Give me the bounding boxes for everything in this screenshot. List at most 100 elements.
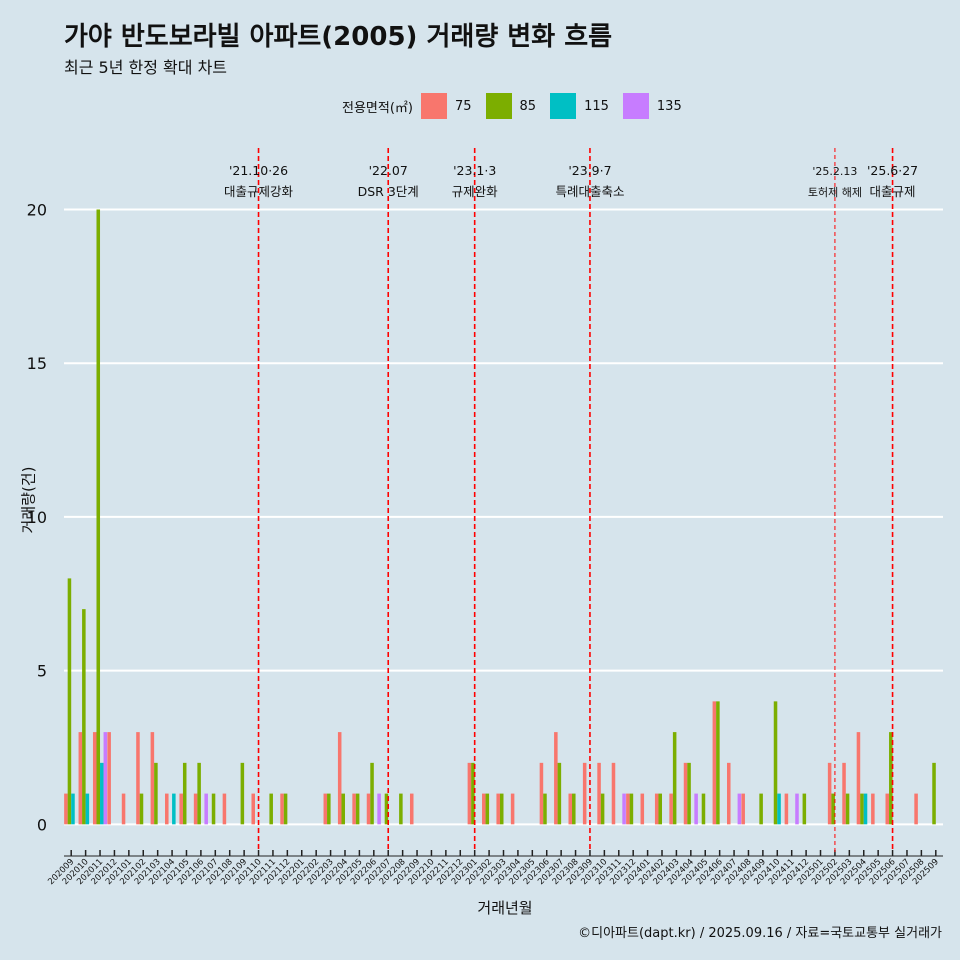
bar-85 <box>211 793 216 825</box>
event-date-label: '21.10·26 <box>229 163 288 178</box>
bar-115 <box>100 762 104 825</box>
bar-85 <box>370 762 374 825</box>
bar-75 <box>611 762 616 825</box>
bar-75 <box>554 732 558 825</box>
legend-label-75: 75 <box>454 98 472 114</box>
event-date-label: '23.1·3 <box>453 163 496 178</box>
legend-swatch-85 <box>485 93 512 119</box>
event-name-label: 대출규제강화 <box>224 184 294 199</box>
bar-85 <box>672 732 677 825</box>
bar-85 <box>485 793 490 825</box>
bar-75 <box>510 793 515 825</box>
bar-85 <box>399 793 403 825</box>
bar-85 <box>384 793 389 825</box>
bar-85 <box>889 732 893 825</box>
event-name-label: 대출규제 <box>870 184 916 199</box>
bar-85 <box>600 793 605 825</box>
bar-85 <box>802 793 807 825</box>
source-caption: ©디아파트(dapt.kr) / 2025.09.16 / 자료=국토교통부 실… <box>578 926 942 941</box>
bar-135 <box>795 793 799 825</box>
bar-75 <box>323 793 328 825</box>
legend-title: 전용면적(㎡) <box>342 100 413 116</box>
bar-85 <box>831 793 835 825</box>
bar-85 <box>197 762 201 825</box>
bar-75 <box>784 793 789 825</box>
bar-135 <box>737 793 742 825</box>
bar-85 <box>355 793 360 825</box>
y-tick-label: 10 <box>27 508 47 527</box>
bar-75 <box>683 762 688 825</box>
y-tick-label: 0 <box>37 815 47 834</box>
bar-135 <box>694 793 698 825</box>
event-date-label: '25.2.13 <box>812 165 857 178</box>
legend-label-85: 85 <box>519 98 537 114</box>
legend-label-135: 135 <box>656 98 682 114</box>
bar-85 <box>701 793 706 825</box>
bar-85 <box>629 793 634 825</box>
bar-75 <box>712 701 717 825</box>
bar-75 <box>741 793 745 825</box>
bar-75 <box>251 793 256 825</box>
bar-85 <box>82 609 86 825</box>
bar-75 <box>165 793 169 825</box>
bar-75 <box>597 762 601 825</box>
bar-85 <box>845 793 850 825</box>
bar-85 <box>716 701 720 825</box>
bar-85 <box>557 762 562 825</box>
bar-85 <box>773 701 778 825</box>
y-tick-label: 20 <box>27 200 47 219</box>
legend-item-85: 85 <box>485 93 537 119</box>
bar-75 <box>568 793 573 825</box>
legend-item-115: 115 <box>550 93 609 119</box>
bar-85 <box>759 793 763 825</box>
bar-115 <box>172 793 176 825</box>
bar-75 <box>842 762 846 825</box>
event-date-label: '22.07 <box>369 163 408 178</box>
bar-135 <box>377 793 381 825</box>
bar-135 <box>103 732 108 825</box>
bar-75 <box>280 793 284 825</box>
bar-115 <box>85 793 90 825</box>
bar-75 <box>366 793 371 825</box>
legend-item-135: 135 <box>622 93 682 119</box>
bar-85 <box>269 793 273 825</box>
legend-swatch-115 <box>550 93 577 119</box>
y-axis-label: 거래량(건) <box>19 466 38 534</box>
bar-85 <box>499 793 504 825</box>
bar-85 <box>471 762 475 825</box>
bar-75 <box>222 793 227 825</box>
bar-115 <box>863 793 868 825</box>
bar-75 <box>136 732 140 825</box>
bar-75 <box>496 793 500 825</box>
bar-135 <box>204 793 208 825</box>
bar-75 <box>871 793 875 825</box>
bar-135 <box>622 793 626 825</box>
bar-85 <box>182 762 187 825</box>
bar-85 <box>341 793 345 825</box>
bar-75 <box>856 732 861 825</box>
bar-85 <box>543 793 547 825</box>
bar-75 <box>669 793 673 825</box>
bar-85 <box>139 793 144 825</box>
bar-75 <box>640 793 645 825</box>
bar-75 <box>92 732 97 825</box>
chart-title: 가야 반도보라빌 아파트(2005) 거래량 변화 흐름 <box>64 22 613 52</box>
bar-75 <box>352 793 356 825</box>
bar-85 <box>687 762 691 825</box>
bar-85 <box>96 209 101 825</box>
bar-75 <box>827 762 832 825</box>
legend-swatch-135 <box>622 93 649 119</box>
legend-item-75: 75 <box>420 93 472 119</box>
bar-75 <box>885 793 890 825</box>
bar-85 <box>327 793 331 825</box>
bar-75 <box>64 793 68 825</box>
event-name-label: 특례대출축소 <box>555 184 624 199</box>
event-name-label: 토허제 해제 <box>808 185 862 199</box>
bar-75 <box>654 793 659 825</box>
chart-subtitle: 최근 5년 한정 확대 차트 <box>64 58 228 77</box>
bar-75 <box>482 793 486 825</box>
legend-swatch-75 <box>420 93 447 119</box>
event-name-label: DSR 3단계 <box>358 184 419 199</box>
legend: 전용면적(㎡) 75 85 115 135 <box>342 93 696 119</box>
